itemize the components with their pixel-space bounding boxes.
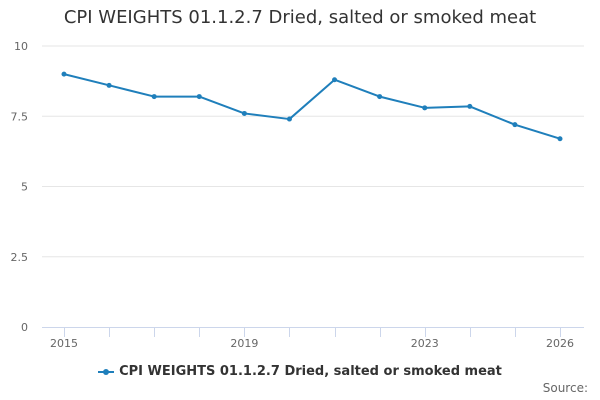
y-tick-label: 2.5 [11,251,29,264]
data-point[interactable] [106,82,112,88]
data-point[interactable] [422,105,428,111]
series-group [61,71,563,142]
data-point[interactable] [557,136,563,142]
data-point[interactable] [332,77,338,83]
series-line[interactable] [63,73,561,140]
x-tick-label: 2019 [230,337,258,350]
legend-swatch-icon [98,366,115,378]
y-tick-label: 0 [21,321,28,334]
chart-title: CPI WEIGHTS 01.1.2.7 Dried, salted or sm… [63,7,537,28]
x-axis [42,327,584,337]
data-point[interactable] [467,103,473,109]
x-tick-label: 2015 [50,337,78,350]
legend-label[interactable]: CPI WEIGHTS 01.1.2.7 Dried, salted or sm… [119,364,502,379]
data-point[interactable] [61,71,67,77]
data-point[interactable] [241,110,247,116]
y-tick-label: 5 [21,181,28,194]
data-point[interactable] [377,94,383,100]
grid-lines [42,45,584,258]
data-point[interactable] [196,94,202,100]
legend[interactable]: CPI WEIGHTS 01.1.2.7 Dried, salted or sm… [0,364,600,379]
legend-swatch-marker [103,368,110,375]
data-point[interactable] [151,94,157,100]
data-point[interactable] [512,122,518,128]
credits-source[interactable]: Source: [542,381,588,395]
x-tick-label: 2023 [411,337,439,350]
y-axis-labels: 0 2.5 5 7.5 10 [11,40,29,334]
x-tick-label: 2026 [546,337,574,350]
x-axis-labels: 2015 2019 2023 2026 [50,337,574,350]
y-tick-label: 10 [14,40,28,53]
data-point[interactable] [286,116,292,122]
y-tick-label: 7.5 [11,110,29,123]
